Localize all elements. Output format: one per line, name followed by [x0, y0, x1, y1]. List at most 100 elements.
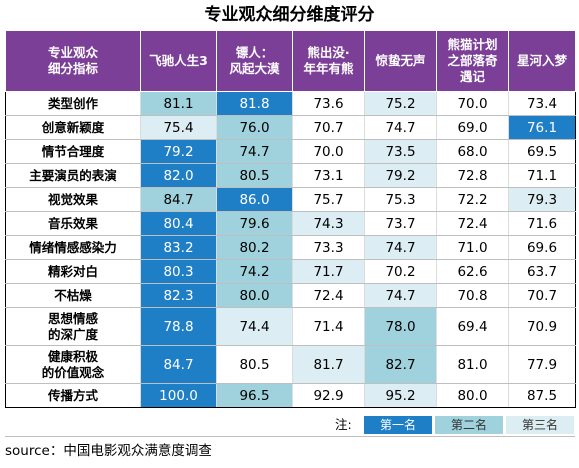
score-cell: 73.7 [364, 211, 437, 236]
header-film-line: 风起大漠 [229, 61, 280, 76]
row-label: 精彩对白 [5, 259, 141, 284]
score-cell: 71.0 [436, 235, 509, 260]
score-cell: 71.6 [508, 211, 576, 236]
score-cell: 70.0 [436, 91, 509, 116]
score-cell: 73.3 [292, 235, 365, 260]
table-row: 不枯燥 82.3 80.0 72.4 74.7 70.8 70.7 [5, 283, 576, 308]
score-cell: 69.6 [508, 235, 576, 260]
score-cell: 76.1 [508, 115, 576, 140]
score-cell: 80.0 [216, 283, 293, 308]
score-cell: 68.0 [436, 139, 509, 164]
header-film-1: 飞驰人生3 [140, 30, 217, 92]
page-title: 专业观众细分维度评分 [204, 5, 375, 25]
score-cell: 74.4 [216, 307, 293, 346]
table-row: 情绪情感感染力 83.2 80.2 73.3 74.7 71.0 69.6 [5, 235, 576, 260]
score-cell: 73.1 [292, 163, 365, 188]
row-label: 视觉效果 [5, 187, 141, 212]
score-table: 专业观众 细分指标 飞驰人生3 镖人： 风起大漠 熊出没· 年年有熊 惊蛰无声 [5, 30, 576, 408]
score-cell: 80.2 [216, 235, 293, 260]
score-cell: 95.2 [364, 383, 437, 408]
score-cell: 71.1 [508, 163, 576, 188]
header-dimension-line: 细分指标 [47, 61, 98, 76]
header-film-line: 之部落奇 [447, 53, 498, 68]
score-cell: 72.8 [436, 163, 509, 188]
row-label-line: 思想情感 [47, 310, 98, 326]
score-cell: 72.4 [436, 211, 509, 236]
score-cell: 70.7 [292, 115, 365, 140]
row-label-line: 视觉效果 [47, 191, 98, 207]
score-cell: 69.0 [436, 115, 509, 140]
row-label-line: 的深广度 [47, 326, 98, 342]
header-film-line: 熊猫计划 [447, 37, 498, 52]
score-cell: 70.7 [508, 283, 576, 308]
score-cell: 74.2 [216, 259, 293, 284]
score-cell: 96.5 [216, 383, 293, 408]
table-row: 主要演员的表演 82.0 80.5 73.1 79.2 72.8 71.1 [5, 163, 576, 188]
score-cell: 100.0 [140, 383, 217, 408]
row-label-line: 情绪情感感染力 [29, 239, 117, 255]
row-label-line: 健康积极 [47, 348, 98, 364]
table-row: 创意新颖度 75.4 76.0 70.7 74.7 69.0 76.1 [5, 115, 576, 140]
row-label-line: 类型创作 [47, 95, 98, 111]
score-cell: 84.7 [140, 345, 217, 384]
score-cell: 70.8 [436, 283, 509, 308]
header-film-line: 镖人： [235, 45, 274, 60]
divider [5, 436, 575, 437]
score-cell: 62.6 [436, 259, 509, 284]
score-cell: 74.7 [364, 115, 437, 140]
row-label: 思想情感 的深广度 [5, 307, 141, 346]
table-row: 精彩对白 80.3 74.2 71.7 70.2 62.6 63.7 [5, 259, 576, 284]
row-label-line: 情节合理度 [41, 143, 105, 159]
score-cell: 92.9 [292, 383, 365, 408]
table-row: 视觉效果 84.7 86.0 75.7 75.3 72.2 79.3 [5, 187, 576, 212]
legend-rank-1: 第一名 [364, 416, 432, 434]
table-row: 音乐效果 80.4 79.6 74.3 73.7 72.4 71.6 [5, 211, 576, 236]
row-label-line: 创意新颖度 [41, 119, 105, 135]
source-note: source：中国电影观众满意度调查 [5, 443, 212, 459]
score-cell: 79.2 [140, 139, 217, 164]
score-cell: 78.8 [140, 307, 217, 346]
score-cell: 79.2 [364, 163, 437, 188]
row-label-line: 精彩对白 [47, 263, 98, 279]
score-cell: 83.2 [140, 235, 217, 260]
score-cell: 73.5 [364, 139, 437, 164]
row-label: 情节合理度 [5, 139, 141, 164]
header-film-line: 熊出没· [307, 45, 350, 60]
legend-note: 注: [335, 417, 352, 432]
row-label: 创意新颖度 [5, 115, 141, 140]
score-cell: 86.0 [216, 187, 293, 212]
row-label: 健康积极 的价值观念 [5, 345, 141, 384]
score-cell: 72.4 [292, 283, 365, 308]
header-film-line: 惊蛰无声 [375, 53, 426, 68]
table-body: 类型创作 81.1 81.8 73.6 75.2 70.0 73.4 创意新颖度 75.4 76.… [5, 91, 576, 408]
score-cell: 81.0 [436, 345, 509, 384]
header-dimension-line: 专业观众 [47, 45, 98, 60]
header-film-line: 飞驰人生3 [149, 53, 208, 68]
score-cell: 78.0 [364, 307, 437, 346]
row-label-line: 主要演员的表演 [29, 167, 117, 183]
row-label-line: 不枯燥 [54, 287, 92, 303]
score-cell: 70.9 [508, 307, 576, 346]
score-cell: 80.4 [140, 211, 217, 236]
table-row: 思想情感 的深广度 78.8 74.4 71.4 78.0 69.4 70.9 [5, 307, 576, 346]
header-film-line: 星河入梦 [516, 53, 567, 68]
row-label-line: 传播方式 [47, 387, 98, 403]
score-cell: 81.1 [140, 91, 217, 116]
table-row: 传播方式 100.0 96.5 92.9 95.2 80.0 87.5 [5, 383, 576, 408]
score-cell: 79.3 [508, 187, 576, 212]
header-film-line: 遇记 [459, 69, 485, 84]
score-cell: 75.7 [292, 187, 365, 212]
rank-legend: 注: 第一名 第二名 第三名 [5, 414, 575, 436]
row-label: 主要演员的表演 [5, 163, 141, 188]
score-cell: 74.7 [364, 235, 437, 260]
score-cell: 71.4 [292, 307, 365, 346]
score-cell: 81.8 [216, 91, 293, 116]
row-label-line: 的价值观念 [41, 364, 105, 380]
header-dimension: 专业观众 细分指标 [5, 30, 141, 92]
row-label: 音乐效果 [5, 211, 141, 236]
row-label: 情绪情感感染力 [5, 235, 141, 260]
legend-rank-3: 第三名 [506, 416, 574, 434]
table-row: 健康积极 的价值观念 84.7 80.5 81.7 82.7 81.0 77.9 [5, 345, 576, 384]
table-row: 类型创作 81.1 81.8 73.6 75.2 70.0 73.4 [5, 91, 576, 116]
